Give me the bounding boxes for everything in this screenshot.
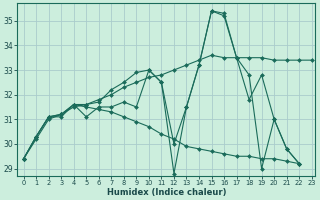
X-axis label: Humidex (Indice chaleur): Humidex (Indice chaleur)	[107, 188, 226, 197]
